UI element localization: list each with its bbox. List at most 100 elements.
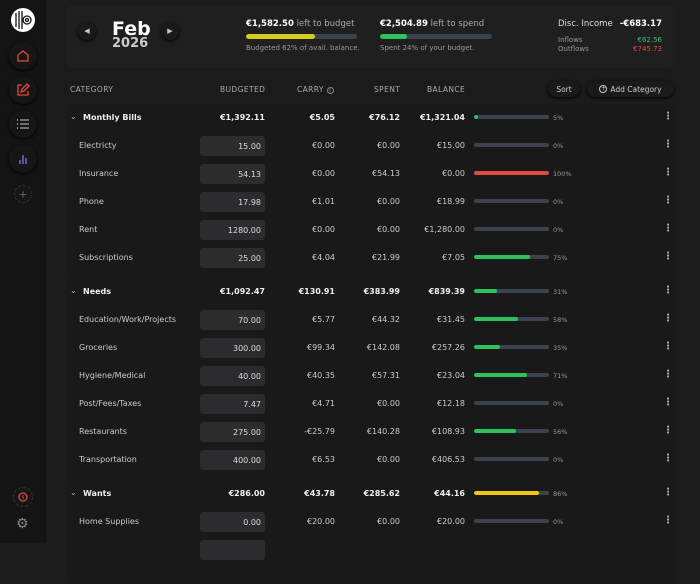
more-options-icon[interactable]: ⋮: [663, 111, 673, 122]
chevron-down-icon[interactable]: ⌄: [70, 112, 77, 121]
spent-value: €0.00: [377, 141, 400, 150]
more-options-icon[interactable]: ⋮: [663, 285, 673, 296]
spent-value: €54.13: [372, 169, 400, 178]
left-to-spend-label: left to spend: [430, 19, 485, 29]
category-name[interactable]: Needs: [83, 287, 112, 296]
category-name: Subscriptions: [79, 253, 133, 262]
budgeted-input[interactable]: [200, 540, 265, 560]
more-options-icon[interactable]: ⋮: [663, 397, 673, 408]
balance-value: €15.00: [437, 141, 465, 150]
spent-progress-bar: [474, 401, 549, 405]
sort-button[interactable]: Sort: [548, 81, 580, 97]
spent-value: €383.99: [363, 287, 400, 296]
budgeted-input[interactable]: 25.00: [200, 248, 265, 268]
more-options-icon[interactable]: ⋮: [663, 195, 673, 206]
spent-percent: 56%: [553, 428, 568, 436]
spent-value: €0.00: [377, 197, 400, 206]
category-row: Subscriptions 25.00 €4.04 €21.99 €7.05 75% ⋮: [66, 244, 676, 272]
category-row: Home Supplies 0.00 €20.00 €0.00 €20.00 0% ⋮: [66, 508, 676, 536]
spent-value: €0.00: [377, 399, 400, 408]
chart-icon[interactable]: [9, 145, 37, 173]
spent-progress-bar: [474, 143, 549, 147]
category-name: Hygiene/Medical: [79, 371, 146, 380]
category-name[interactable]: Wants: [83, 489, 112, 498]
col-spent: SPENT: [374, 85, 401, 94]
spent-value: €76.12: [369, 113, 400, 122]
category-name: Rent: [79, 225, 98, 234]
app-logo[interactable]: [11, 8, 35, 32]
budgeted-input[interactable]: 1280.00: [200, 220, 265, 240]
budgeted-input[interactable]: 54.13: [200, 164, 265, 184]
category-row: Hygiene/Medical 40.00 €40.35 €57.31 €23.04 71…: [66, 362, 676, 390]
budgeted-input[interactable]: 300.00: [200, 338, 265, 358]
category-name: Home Supplies: [79, 517, 140, 526]
spent-progress-bar: [474, 115, 549, 119]
alert-icon[interactable]: [13, 487, 33, 507]
category-row: Education/Work/Projects 70.00 €5.77 €44.32 €…: [66, 306, 676, 334]
more-options-icon[interactable]: ⋮: [663, 341, 673, 352]
category-row: Electricty 15.00 €0.00 €0.00 €15.00 0% ⋮: [66, 132, 676, 160]
spent-progress-bar: [474, 317, 549, 321]
category-name: Education/Work/Projects: [79, 315, 177, 324]
more-options-icon[interactable]: ⋮: [663, 515, 673, 526]
more-options-icon[interactable]: ⋮: [663, 313, 673, 324]
year-label: 2026: [112, 36, 149, 51]
more-options-icon[interactable]: ⋮: [663, 251, 673, 262]
budgeted-progress-bar: [246, 34, 357, 39]
list-icon[interactable]: [9, 110, 37, 138]
chevron-down-icon[interactable]: ⌄: [70, 488, 77, 497]
budgeted-input[interactable]: 0.00: [200, 512, 265, 532]
spent-percent: 0%: [553, 518, 564, 526]
category-name: Transportation: [79, 455, 137, 464]
prev-month-button[interactable]: ◀: [78, 22, 96, 40]
add-icon[interactable]: +: [14, 185, 32, 203]
balance-value: €257.26: [431, 343, 465, 352]
spent-progress-bar: [474, 457, 549, 461]
budgeted-input[interactable]: 275.00: [200, 422, 265, 442]
spent-value: €0.00: [377, 455, 400, 464]
edit-icon[interactable]: [9, 76, 37, 104]
spent-progress-bar: [474, 373, 549, 377]
category-name: Post/Fees/Taxes: [79, 399, 142, 408]
inflows-value: €62.56: [637, 36, 663, 44]
carry-value: €5.77: [312, 315, 335, 324]
col-carry: CARRY i: [297, 85, 334, 94]
budgeted-input[interactable]: 7.47: [200, 394, 265, 414]
info-icon[interactable]: i: [326, 87, 334, 94]
category-name[interactable]: Monthly Bills: [83, 113, 142, 122]
budgeted-input[interactable]: 70.00: [200, 310, 265, 330]
category-row: [66, 536, 676, 564]
more-options-icon[interactable]: ⋮: [663, 453, 673, 464]
carry-value: €43.78: [304, 489, 335, 498]
group-row: ⌄ Wants €286.00 €43.78 €285.62 €44.16 86% ⋮: [66, 480, 676, 508]
carry-value: €4.04: [312, 253, 335, 262]
more-options-icon[interactable]: ⋮: [663, 425, 673, 436]
spent-value: €0.00: [377, 225, 400, 234]
month-label: Feb: [112, 18, 151, 40]
spent-progress-bar: [474, 519, 549, 523]
category-row: Transportation 400.00 €6.53 €0.00 €406.53 0% ⋮: [66, 446, 676, 474]
spent-percent: 5%: [553, 114, 564, 122]
more-options-icon[interactable]: ⋮: [663, 487, 673, 498]
more-options-icon[interactable]: ⋮: [663, 167, 673, 178]
add-category-button[interactable]: + Add Category: [587, 81, 674, 97]
left-to-spend: €2,504.89 left to spend: [380, 19, 484, 29]
left-to-budget-label: left to budget: [296, 19, 355, 29]
more-options-icon[interactable]: ⋮: [663, 369, 673, 380]
more-options-icon[interactable]: ⋮: [663, 139, 673, 150]
col-category: CATEGORY: [70, 85, 114, 94]
balance-value: €1,280.00: [424, 225, 465, 234]
budgeted-input[interactable]: 15.00: [200, 136, 265, 156]
chevron-down-icon[interactable]: ⌄: [70, 286, 77, 295]
category-name: Electricty: [79, 141, 117, 150]
budgeted-input[interactable]: 400.00: [200, 450, 265, 470]
budgeted-input[interactable]: 40.00: [200, 366, 265, 386]
carry-value: €4.71: [312, 399, 335, 408]
next-month-button[interactable]: ▶: [161, 22, 179, 40]
sidebar: + ⚙: [0, 0, 46, 543]
home-icon[interactable]: [9, 42, 37, 70]
more-options-icon[interactable]: ⋮: [663, 223, 673, 234]
settings-gear-icon[interactable]: ⚙: [16, 516, 29, 532]
budgeted-input[interactable]: 17.98: [200, 192, 265, 212]
outflows-value: €745.73: [633, 45, 662, 53]
